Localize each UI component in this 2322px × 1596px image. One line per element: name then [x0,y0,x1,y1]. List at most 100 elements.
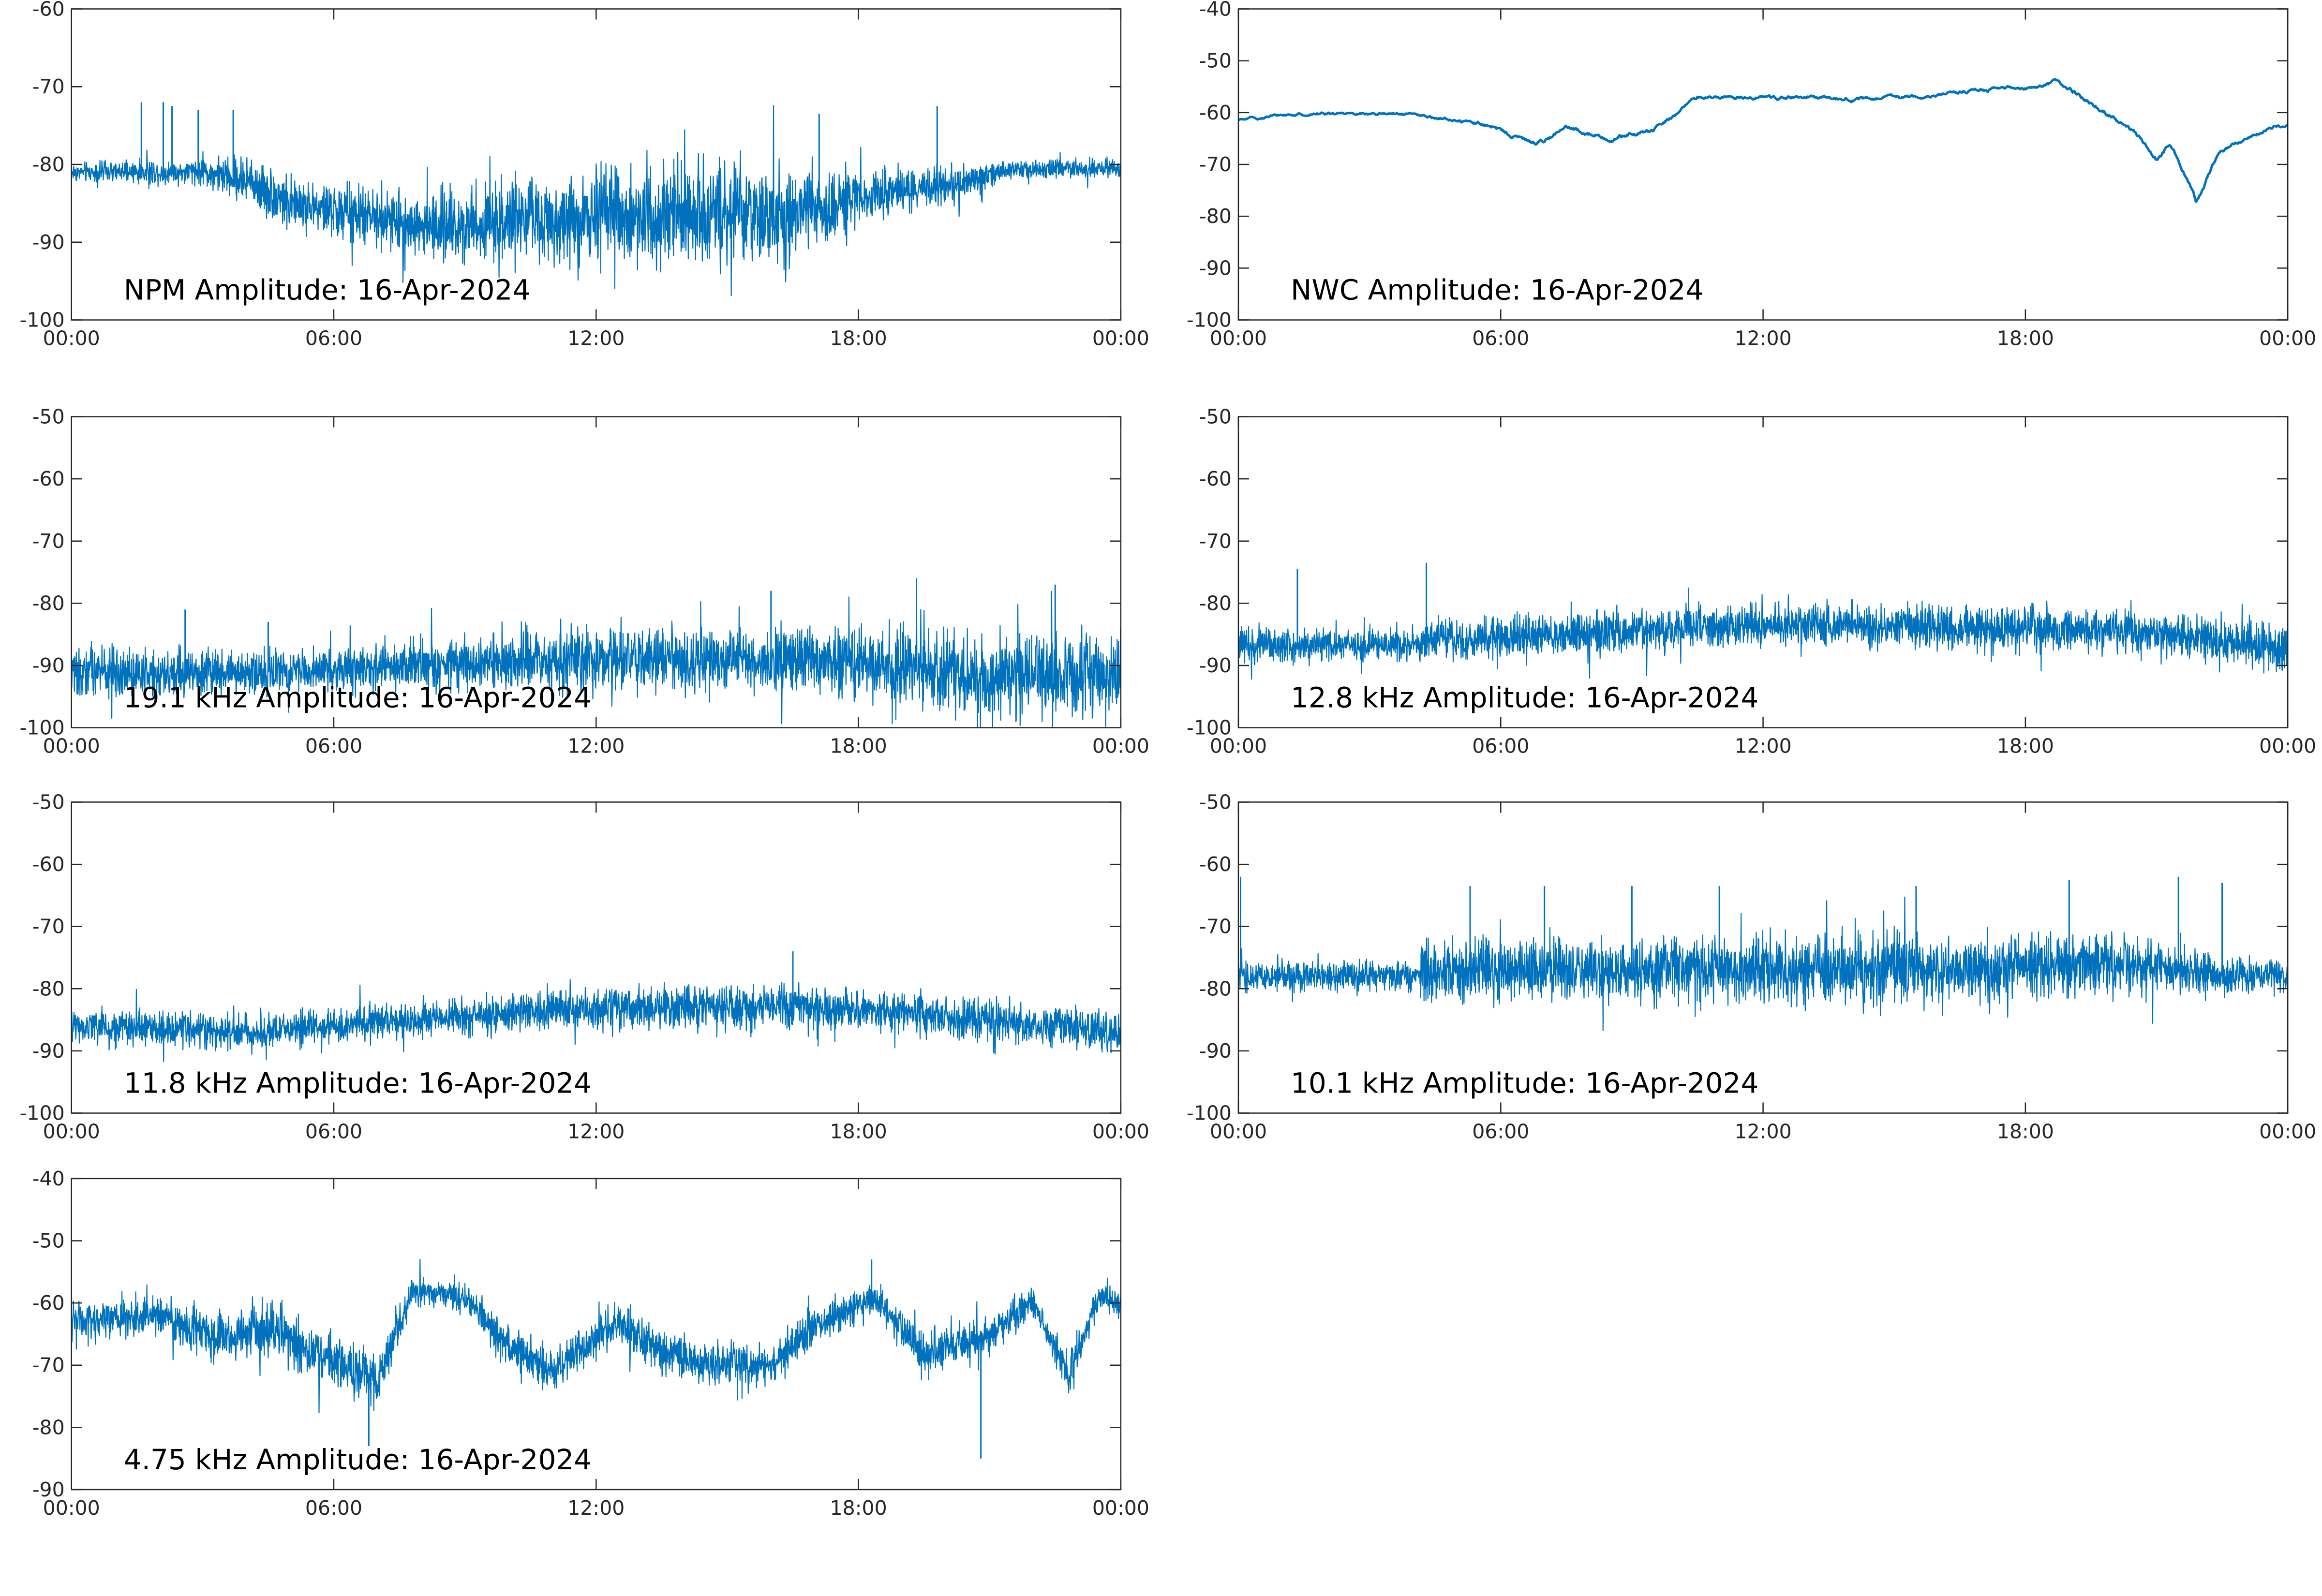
y-tick-label: -80 [1199,977,1232,1000]
x-tick-label: 00:00 [43,735,100,758]
y-tick-label: -90 [1199,1039,1232,1063]
y-tick-label: -60 [32,0,65,20]
y-tick-label: -100 [1187,309,1232,332]
x-tick-label: 00:00 [1092,1120,1149,1143]
y-tick-label: -60 [1199,467,1232,490]
x-tick-label: 06:00 [305,1496,362,1520]
x-tick-label: 00:00 [1092,1496,1149,1520]
series-line [71,1258,1121,1414]
y-tick-label: -70 [32,530,65,553]
y-tick-label: -60 [32,1291,65,1315]
y-tick-label: -70 [1199,153,1232,176]
x-tick-label: 00:00 [43,1120,100,1143]
x-tick-label: 12:00 [1735,1120,1792,1143]
y-tick-label: -100 [1187,1102,1232,1125]
y-tick-label: -50 [1199,49,1232,73]
y-tick-label: -50 [1199,405,1232,429]
x-tick-label: 12:00 [1735,735,1792,758]
y-tick-label: -80 [32,977,65,1000]
chart-title: NPM Amplitude: 16-Apr-2024 [124,274,531,307]
x-tick-label: 00:00 [1210,735,1267,758]
y-tick-label: -60 [32,467,65,490]
chart-title: 10.1 kHz Amplitude: 16-Apr-2024 [1291,1067,1758,1100]
chart-title: 11.8 kHz Amplitude: 16-Apr-2024 [124,1067,592,1100]
series-line [1237,896,2289,1032]
y-tick-label: -40 [32,1167,65,1190]
y-tick-label: -60 [1199,101,1232,124]
x-tick-label: 06:00 [305,327,362,350]
chart-title: 19.1 kHz Amplitude: 16-Apr-2024 [124,681,592,714]
y-tick-label: -70 [32,1354,65,1377]
y-tick-label: -80 [32,591,65,615]
x-tick-label: 06:00 [305,735,362,758]
y-tick-label: -70 [1199,530,1232,553]
chart-panel: -100 -90 -80 -70 -60 -50 00:00 06:00 12:00 18:00 0… [1187,405,2316,758]
series-line [71,105,1121,296]
y-tick-label: -50 [1199,790,1232,813]
x-tick-label: 18:00 [830,1120,887,1143]
x-tick-label: 18:00 [1997,327,2054,350]
y-tick-label: -90 [32,654,65,677]
chart-panel: -100 -90 -80 -70 -60 -50 00:00 06:00 12:00 18:00 0… [20,790,1149,1143]
x-tick-label: 00:00 [43,1496,100,1520]
x-tick-label: 00:00 [1210,327,1267,350]
chart-panel: -100 -90 -80 -70 -60 -50 00:00 06:00 12:00 18:00 0… [1187,790,2316,1143]
x-tick-label: 18:00 [830,327,887,350]
y-tick-label: -90 [1199,654,1232,677]
y-tick-label: -80 [32,1416,65,1439]
x-tick-label: 00:00 [2259,327,2316,350]
x-tick-label: 06:00 [1472,1120,1529,1143]
y-tick-label: -80 [1199,591,1232,615]
y-tick-label: -100 [1187,716,1232,739]
y-tick-label: -50 [32,1229,65,1253]
y-tick-label: -60 [32,853,65,876]
chart-panel: -100 -90 -80 -70 -60 -50 -40 00:00 06:00 12:00 18:… [1187,0,2316,350]
x-tick-label: 06:00 [1472,327,1529,350]
y-tick-label: -50 [32,405,65,429]
y-tick-label: -90 [1199,256,1232,280]
y-tick-label: -100 [20,716,65,739]
y-tick-label: -70 [32,75,65,98]
x-tick-label: 18:00 [830,735,887,758]
chart-title: 4.75 kHz Amplitude: 16-Apr-2024 [124,1443,592,1476]
x-tick-label: 12:00 [567,1496,625,1520]
y-tick-label: -70 [32,915,65,938]
x-tick-label: 00:00 [1210,1120,1267,1143]
x-tick-label: 12:00 [1735,327,1792,350]
x-tick-label: 00:00 [2259,1120,2316,1143]
y-tick-label: -90 [32,1478,65,1501]
x-tick-label: 00:00 [43,327,100,350]
y-tick-label: -80 [32,153,65,176]
x-tick-label: 18:00 [1997,735,2054,758]
x-tick-label: 06:00 [1472,735,1529,758]
x-tick-label: 00:00 [2259,735,2316,758]
y-tick-label: -40 [1199,0,1232,20]
y-tick-label: -100 [20,1102,65,1125]
x-tick-label: 06:00 [305,1120,362,1143]
y-tick-label: -80 [1199,205,1232,228]
chart-title: NWC Amplitude: 16-Apr-2024 [1291,274,1704,307]
y-tick-label: -90 [32,1039,65,1063]
series-line [1237,587,2289,680]
y-tick-label: -90 [32,231,65,254]
chart-panel: -100 -90 -80 -70 -60 -50 00:00 06:00 12:00 18:00 0… [20,405,1149,758]
x-tick-label: 12:00 [567,1120,625,1143]
x-tick-label: 12:00 [567,735,625,758]
chart-title: 12.8 kHz Amplitude: 16-Apr-2024 [1291,681,1758,714]
chart-panel: -100 -90 -80 -70 -60 00:00 06:00 12:00 18:00 00:0… [20,0,1149,350]
panels: -100 -90 -80 -70 -60 00:00 06:00 12:00 18:00 00:0… [20,0,2317,1520]
x-tick-label: 00:00 [1092,327,1149,350]
x-tick-label: 18:00 [1997,1120,2054,1143]
x-tick-label: 12:00 [567,327,625,350]
chart-panel: -90 -80 -70 -60 -50 -40 00:00 06:00 12:00 18:00 00… [32,1167,1149,1520]
y-tick-label: -50 [32,790,65,813]
y-tick-label: -60 [1199,853,1232,876]
series-line [71,979,1121,1062]
series-line [71,578,1121,728]
y-tick-label: -100 [20,309,65,332]
series-line [1238,78,2289,203]
x-tick-label: 18:00 [830,1496,887,1520]
y-tick-label: -70 [1199,915,1232,938]
